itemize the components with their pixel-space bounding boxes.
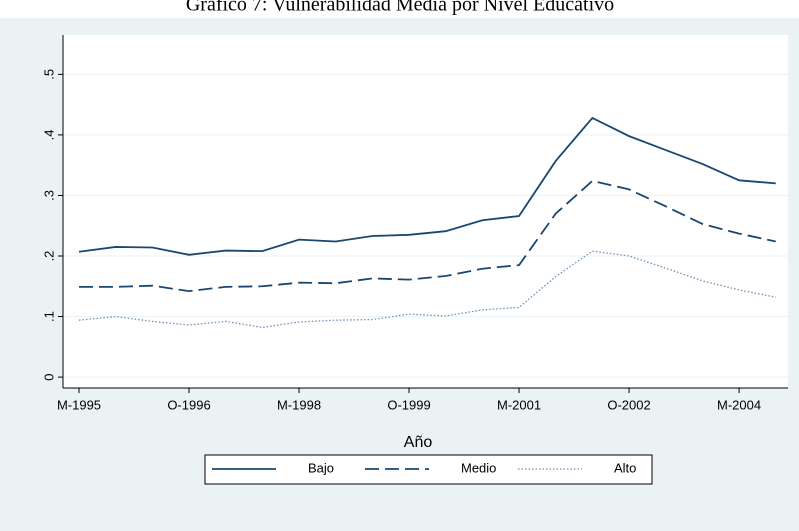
y-tick-label: .4 [41,129,56,140]
y-tick-label: .5 [41,69,56,80]
x-tick-label: O-1996 [167,397,210,412]
x-axis-title: Año [404,434,433,451]
x-tick-label: M-2001 [497,397,541,412]
x-tick-label: O-2002 [607,397,650,412]
x-tick-label: M-1998 [277,397,321,412]
legend-label: Bajo [308,460,334,475]
x-tick-label: O-1999 [387,397,430,412]
line-series [78,250,776,329]
y-tick-label: .2 [41,251,56,262]
y-tick-label: .1 [41,311,56,322]
legend-label: Alto [614,460,636,475]
x-tick-label: M-2004 [717,397,761,412]
legend-label: Medio [461,460,496,475]
line-series [78,116,776,256]
y-tick-label: .3 [41,190,56,201]
chart-title: Gráfico 7: Vulnerabilidad Media por Nive… [186,0,614,16]
plot-area [63,35,788,388]
x-tick-label: M-1995 [57,397,101,412]
line-series [79,179,776,293]
y-tick-label: 0 [41,373,56,380]
